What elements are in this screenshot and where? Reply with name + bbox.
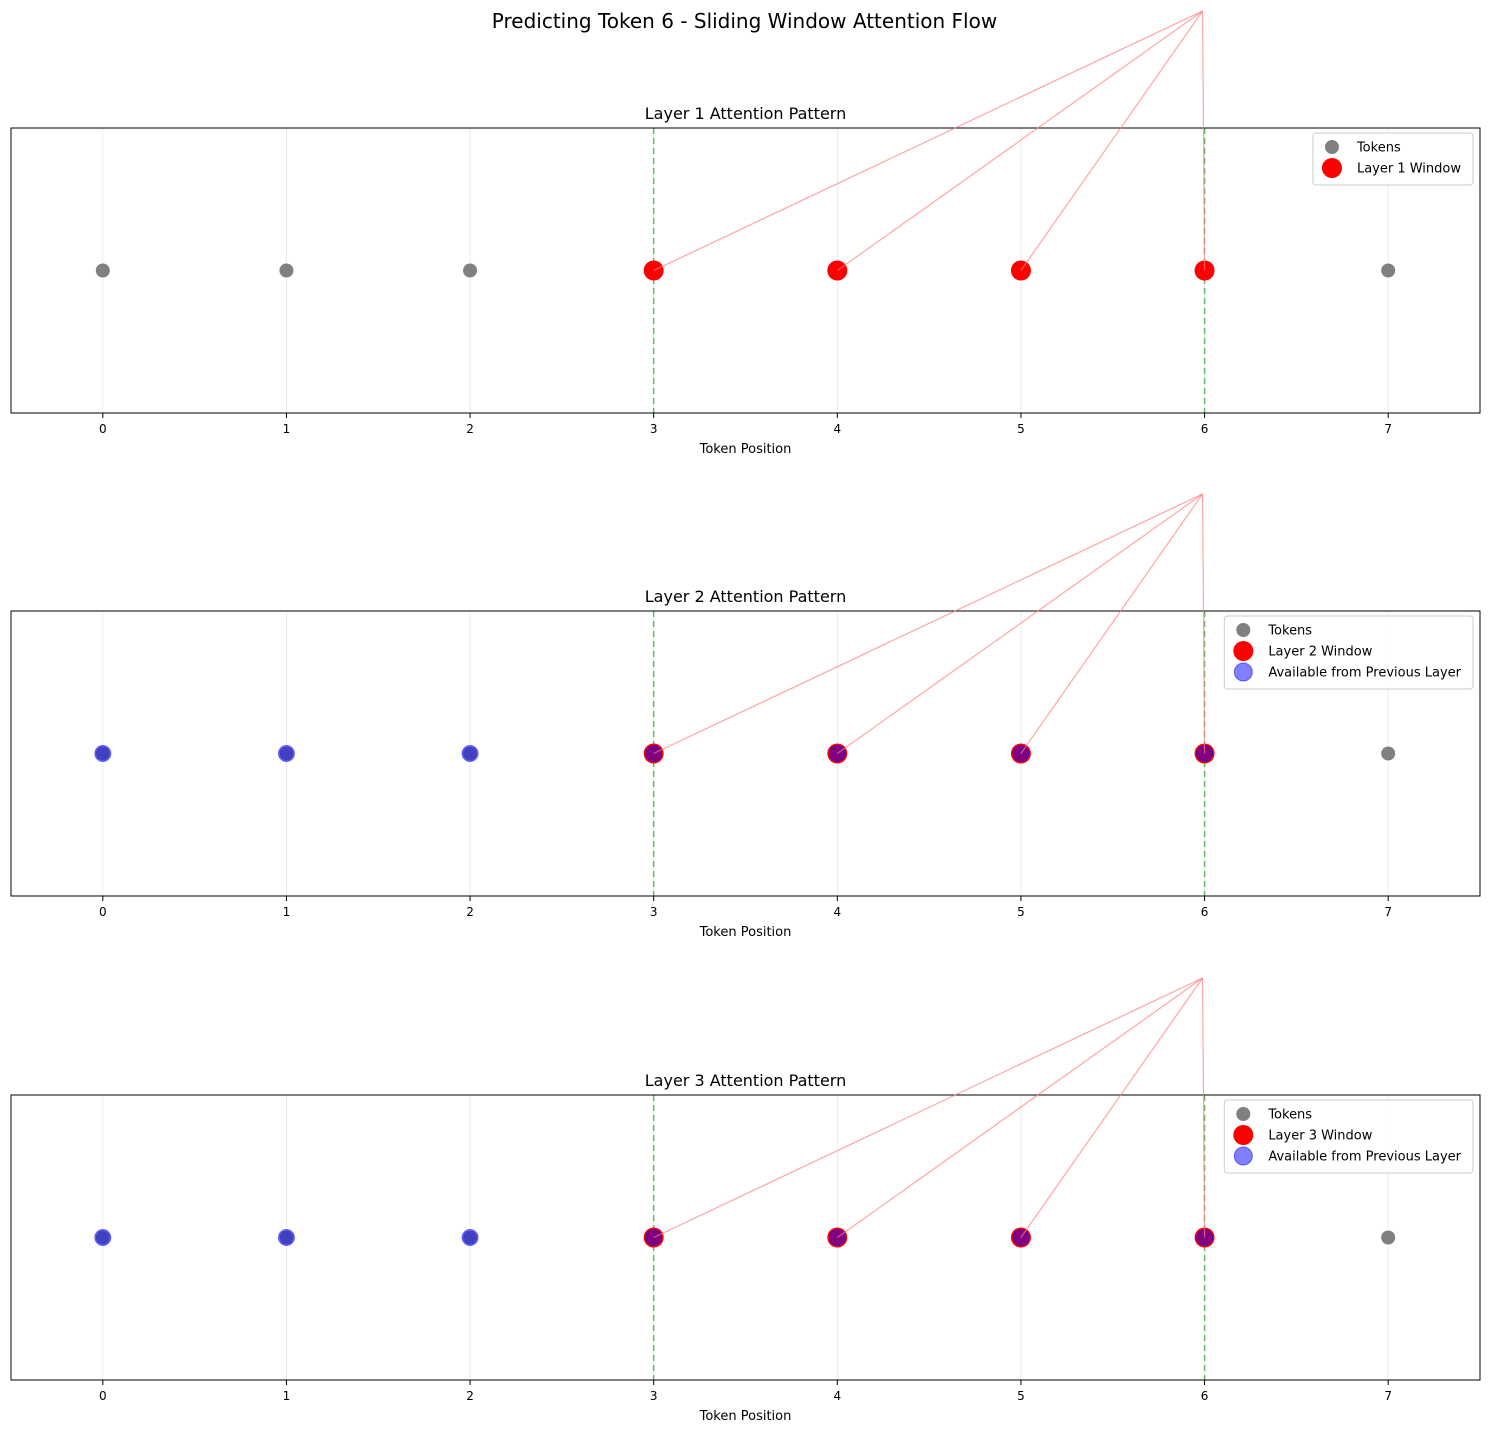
axes-frame — [10, 1094, 1481, 1381]
attention-connection-line — [1020, 493, 1204, 754]
x-tick-label: 5 — [1017, 422, 1025, 436]
chart-title: Layer 1 Attention Pattern — [645, 104, 846, 123]
legend-label: Layer 1 Window — [1357, 162, 1461, 177]
token-point — [1381, 263, 1396, 278]
legend-box — [1312, 132, 1474, 186]
legend-label: Tokens — [1356, 141, 1401, 156]
x-tick-label: 2 — [466, 422, 474, 436]
x-tick-label: 0 — [99, 1389, 107, 1403]
legend-marker-window — [1233, 641, 1254, 661]
x-tick-label: 5 — [1017, 905, 1025, 919]
x-tick-label: 7 — [1384, 422, 1392, 436]
available-point — [461, 1229, 479, 1246]
layer-3-chart: Layer 3 Attention Pattern 0 1 2 3 4 5 6 7 Token P… — [10, 977, 1481, 1424]
x-tick-label: 6 — [1201, 905, 1209, 919]
x-axis-label: Token Position — [699, 442, 792, 457]
attention-connection-line — [653, 977, 1203, 1239]
available-point — [461, 745, 479, 762]
axes-frame — [10, 610, 1481, 897]
token-point — [1381, 1230, 1396, 1245]
x-tick-label: 4 — [833, 1389, 841, 1403]
figure-title: Predicting Token 6 - Sliding Window Atte… — [492, 9, 997, 33]
x-tick-label: 7 — [1384, 1389, 1392, 1403]
legend-label: Available from Previous Layer — [1268, 666, 1461, 681]
legend-marker-token — [1236, 1107, 1251, 1121]
x-axis-label: Token Position — [699, 1409, 792, 1424]
x-axis-label: Token Position — [699, 925, 792, 940]
attention-connection-line — [836, 10, 1203, 271]
x-tick-label: 3 — [650, 422, 658, 436]
x-tick-label: 0 — [99, 422, 107, 436]
x-tick-label: 4 — [833, 905, 841, 919]
attention-connection-line — [836, 493, 1203, 754]
available-point — [94, 745, 112, 762]
attention-connection-line — [1020, 10, 1204, 271]
layer-2-chart: Layer 2 Attention Pattern 0 1 2 3 4 5 6 7 Token P… — [10, 493, 1481, 940]
available-point — [277, 1229, 295, 1246]
token-point — [1381, 746, 1396, 761]
x-tick-label: 6 — [1201, 1389, 1209, 1403]
x-tick-label: 3 — [650, 1389, 658, 1403]
legend: Tokens Layer 2 Window Available from Previ… — [1223, 615, 1474, 690]
legend-label: Available from Previous Layer — [1268, 1150, 1461, 1165]
legend-marker-window — [1233, 1125, 1254, 1145]
legend-box — [1223, 615, 1474, 690]
attention-connection-line — [1201, 493, 1206, 754]
axes-frame — [10, 127, 1481, 414]
legend-box — [1223, 1099, 1474, 1174]
legend-marker-token — [1324, 140, 1339, 154]
layer-1-chart: Layer 1 Attention Pattern 0 1 2 3 4 5 6 7 Token P… — [10, 10, 1481, 457]
chart-title: Layer 2 Attention Pattern — [645, 587, 846, 606]
x-tick-label: 5 — [1017, 1389, 1025, 1403]
token-point — [463, 263, 478, 278]
x-tick-label: 3 — [650, 905, 658, 919]
available-point — [94, 1229, 112, 1246]
x-tick-label: 1 — [283, 905, 291, 919]
attention-connection-line — [1201, 10, 1206, 271]
x-tick-label: 0 — [99, 905, 107, 919]
x-tick-label: 6 — [1201, 422, 1209, 436]
legend-label: Layer 3 Window — [1268, 1129, 1372, 1144]
attention-connection-line — [653, 493, 1203, 755]
legend-label: Layer 2 Window — [1268, 645, 1372, 660]
attention-connection-line — [653, 10, 1203, 272]
attention-connection-line — [1020, 977, 1204, 1238]
x-tick-label: 4 — [833, 422, 841, 436]
x-tick-label: 1 — [283, 1389, 291, 1403]
x-tick-label: 2 — [466, 905, 474, 919]
legend-marker-available — [1233, 1146, 1253, 1166]
x-tick-label: 2 — [466, 1389, 474, 1403]
legend-marker-window — [1321, 158, 1342, 178]
chart-title: Layer 3 Attention Pattern — [645, 1071, 846, 1090]
attention-connection-line — [836, 977, 1203, 1238]
legend-label: Tokens — [1267, 1108, 1312, 1123]
legend-label: Tokens — [1267, 624, 1312, 639]
legend: Tokens Layer 1 Window — [1312, 132, 1474, 186]
charts-container: Layer 1 Attention Pattern 0 1 2 3 4 5 6 7 Token P… — [10, 10, 1481, 1424]
token-point — [279, 263, 294, 278]
attention-connection-line — [1201, 977, 1206, 1238]
available-point — [277, 745, 295, 762]
legend-marker-token — [1236, 623, 1251, 637]
legend-marker-available — [1233, 662, 1253, 682]
x-tick-label: 1 — [283, 422, 291, 436]
x-tick-label: 7 — [1384, 905, 1392, 919]
legend: Tokens Layer 3 Window Available from Previ… — [1223, 1099, 1474, 1174]
token-point — [95, 263, 110, 278]
